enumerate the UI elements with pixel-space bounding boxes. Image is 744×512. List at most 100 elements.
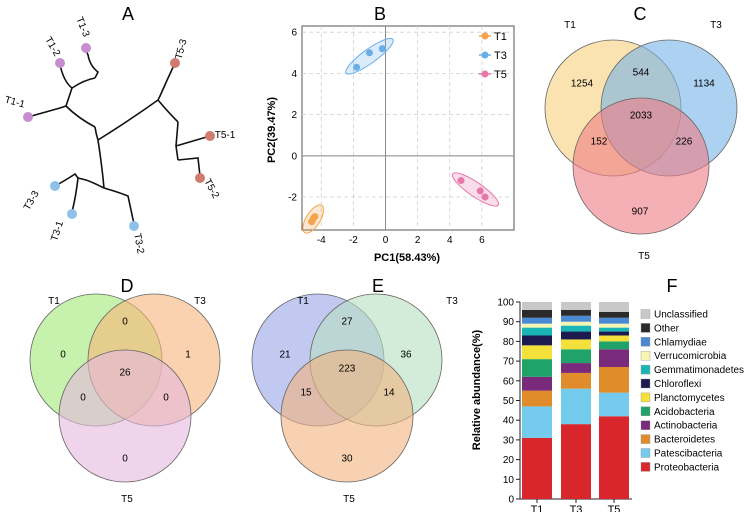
pca-x-label: PC1(58.43%) bbox=[374, 252, 440, 264]
pca-point-t5 bbox=[457, 177, 465, 185]
bar-segment-chloroflexi bbox=[599, 331, 629, 336]
venn-set-label: T3 bbox=[194, 296, 206, 307]
bar-segment-chlamydiae bbox=[561, 315, 591, 322]
pca-y-label: PC2(39.47%) bbox=[266, 97, 278, 163]
bar-segment-planctomycetes bbox=[599, 335, 629, 342]
pca-y-tick-label: 6 bbox=[291, 28, 297, 39]
venn-count-bc: 226 bbox=[676, 137, 693, 148]
tree-tip-t3-2 bbox=[129, 221, 139, 231]
bar-y-tick-label: 30 bbox=[503, 435, 515, 446]
bar-legend-label: Acidobacteria bbox=[654, 407, 715, 418]
bar-legend-swatch bbox=[640, 351, 651, 361]
tree-tip-label: T5-3 bbox=[174, 38, 190, 61]
bar-segment-acidobacteria bbox=[599, 341, 629, 350]
bar-segment-gemmatimonadetes bbox=[561, 325, 591, 332]
bar-segment-planctomycetes bbox=[561, 339, 591, 350]
venn-diagram-d: T1 T3 T5 0 1 0 0 0 0 26 bbox=[29, 293, 221, 505]
bar-legend-label: Verrucomicrobia bbox=[654, 351, 727, 362]
bar-legend-label: Patescibacteria bbox=[654, 449, 723, 460]
bar-legend-swatch bbox=[640, 378, 651, 389]
bar-y-tick-label: 20 bbox=[503, 455, 515, 466]
pca-y-tick-label: -2 bbox=[288, 193, 297, 204]
bar-segment-unclassified bbox=[522, 302, 552, 310]
bar-legend-swatch bbox=[640, 434, 651, 444]
venn-count-abc: 2033 bbox=[630, 111, 653, 122]
bar-legend-label: Bacteroidetes bbox=[654, 435, 715, 446]
pca-legend-label: T5 bbox=[494, 69, 507, 81]
bar-legend-swatch bbox=[640, 323, 651, 333]
bar-segment-gemmatimonadetes bbox=[599, 327, 629, 332]
pca-y-tick-label: 4 bbox=[291, 69, 297, 80]
bar-legend-swatch bbox=[640, 337, 651, 347]
venn-count-ac: 15 bbox=[300, 388, 312, 399]
venn-count-only-b: 36 bbox=[400, 350, 412, 361]
bar-segment-patescibacteria bbox=[522, 406, 552, 438]
panel-letter-e: E bbox=[372, 276, 384, 296]
venn-set-label: T3 bbox=[710, 20, 722, 31]
tree-tip-label: T1-2 bbox=[42, 35, 62, 59]
bar-segment-other bbox=[522, 309, 552, 318]
venn-diagram-e: T1 T3 T5 21 36 30 27 15 14 223 bbox=[251, 293, 458, 505]
pca-legend-label: T3 bbox=[494, 50, 507, 62]
bar-segment-bacteroidetes bbox=[561, 372, 591, 389]
tree-tip-t3-3 bbox=[50, 181, 60, 191]
bar-legend-label: Unclassified bbox=[654, 310, 708, 321]
bar-segment-actinobacteria bbox=[522, 376, 552, 391]
panel-letter-d: D bbox=[121, 276, 134, 296]
bar-legend-swatch bbox=[640, 406, 651, 416]
pca-point-t3 bbox=[365, 49, 373, 57]
tree-tip-t1-2 bbox=[55, 58, 65, 68]
pca-point-t5 bbox=[481, 193, 489, 201]
bar-segment-chlamydiae bbox=[522, 317, 552, 324]
bar-segment-unclassified bbox=[599, 302, 629, 312]
bar-y-tick-label: 90 bbox=[503, 317, 515, 328]
bar-y-tick-label: 60 bbox=[503, 376, 515, 387]
bar-segment-proteobacteria bbox=[599, 416, 629, 499]
bar-y-tick-label: 40 bbox=[503, 416, 515, 427]
bar-legend-label: Actinobacteria bbox=[654, 421, 718, 432]
pca-x-tick-label: -4 bbox=[317, 235, 326, 246]
venn-count-only-a: 0 bbox=[60, 350, 66, 361]
pca-point-t3 bbox=[353, 63, 361, 71]
venn-count-ab: 544 bbox=[633, 68, 650, 79]
venn-count-ab: 27 bbox=[341, 317, 353, 328]
tree-tip-t5-2 bbox=[195, 173, 205, 183]
venn-count-only-a: 1254 bbox=[571, 79, 594, 90]
venn-count-only-c: 0 bbox=[122, 454, 128, 465]
bar-segment-actinobacteria bbox=[599, 349, 629, 368]
tree-tip-label: T3-3 bbox=[22, 189, 42, 213]
bar-segment-other bbox=[561, 309, 591, 316]
bar-segment-actinobacteria bbox=[561, 363, 591, 373]
venn-set-label: T5 bbox=[121, 494, 133, 505]
bar-legend-swatch bbox=[640, 392, 651, 403]
panel-letter-f: F bbox=[667, 276, 678, 296]
panel-letter-a: A bbox=[122, 4, 134, 24]
bar-segment-proteobacteria bbox=[561, 424, 591, 499]
tree-branches bbox=[27, 49, 211, 225]
venn-count-only-b: 1 bbox=[185, 350, 191, 361]
panel-letter-b: B bbox=[374, 4, 386, 24]
bar-category-label: T1 bbox=[531, 504, 544, 512]
venn-circle-t5 bbox=[572, 97, 710, 235]
pca-x-tick-label: 4 bbox=[447, 235, 453, 246]
bar-segment-acidobacteria bbox=[522, 359, 552, 377]
bar-y-tick-label: 10 bbox=[503, 475, 515, 486]
venn-count-bc: 0 bbox=[163, 393, 169, 404]
tree-tip-label: T5-1 bbox=[215, 130, 236, 141]
venn-count-abc: 223 bbox=[339, 364, 356, 375]
bar-legend-swatch bbox=[640, 462, 651, 472]
venn-set-label: T1 bbox=[564, 20, 576, 31]
pca-plot-frame bbox=[301, 25, 515, 231]
pca-point-t1 bbox=[311, 213, 319, 221]
pca-legend-marker bbox=[481, 32, 489, 40]
bar-legend-swatch bbox=[640, 364, 651, 375]
venn-count-abc: 26 bbox=[119, 368, 131, 379]
venn-count-ac: 152 bbox=[591, 137, 608, 148]
venn-circle-t5 bbox=[280, 349, 414, 483]
tree-tip-t3-1 bbox=[67, 209, 77, 219]
bar-segment-verrucomicrobia bbox=[599, 323, 629, 328]
bar-legend-label: Other bbox=[654, 323, 680, 334]
bar-legend-label: Chlamydiae bbox=[654, 337, 707, 348]
bar-y-tick-label: 70 bbox=[503, 357, 515, 368]
pca-legend-marker bbox=[481, 51, 489, 59]
